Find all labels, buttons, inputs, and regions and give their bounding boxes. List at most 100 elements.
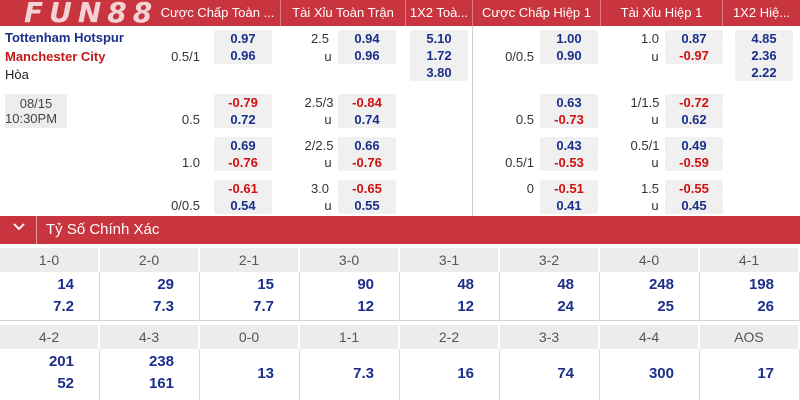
score-odds-away[interactable]: 25: [657, 298, 674, 315]
odds-cell[interactable]: 0.72: [214, 111, 272, 128]
handicap-line: 0.5/1: [505, 155, 534, 170]
odds-cell[interactable]: 0.62: [665, 111, 723, 128]
home-team: Tottenham Hotspur: [5, 30, 124, 45]
odds-cell[interactable]: -0.79: [214, 94, 272, 111]
draw-label: Hòa: [5, 67, 29, 82]
odds-cell[interactable]: -0.76: [214, 154, 272, 171]
odds-cell[interactable]: 2.22: [735, 64, 793, 81]
score-odds[interactable]: 74: [557, 365, 574, 382]
odds-cell[interactable]: -0.65: [338, 180, 396, 197]
score-odds-away[interactable]: 24: [557, 298, 574, 315]
score-odds-home[interactable]: 198: [748, 276, 774, 293]
score-label: 3-3: [500, 325, 600, 349]
score-column: [300, 349, 400, 400]
brand-logo: FUN88: [24, 0, 159, 26]
odds-cell[interactable]: 1.72: [410, 47, 468, 64]
score-label: 2-1: [200, 248, 300, 272]
odds-cell[interactable]: 0.55: [338, 197, 396, 214]
handicap-line: 0.5: [515, 112, 534, 127]
col-ft-over-under[interactable]: Tài Xỉu Toàn Trận: [280, 0, 405, 26]
odds-cell[interactable]: 3.80: [410, 64, 468, 81]
odds-cell[interactable]: 0.97: [214, 30, 272, 47]
score-odds[interactable]: 17: [757, 365, 774, 382]
score-column: [100, 349, 200, 400]
score-odds-away[interactable]: 161: [148, 375, 174, 392]
under-label: u: [651, 49, 659, 64]
score-row-1: 1-0 14 7.2 2-0 29 7.3 2-1 15 7.7 3-0 90 12 3-1 48 12 3-…: [0, 248, 800, 320]
odds-cell[interactable]: 0.96: [338, 47, 396, 64]
score-odds[interactable]: 7.3: [353, 365, 374, 382]
score-odds[interactable]: 13: [257, 365, 274, 382]
odds-cell[interactable]: -0.84: [338, 94, 396, 111]
odds-cell[interactable]: -0.72: [665, 94, 723, 111]
odds-cell[interactable]: 0.41: [540, 197, 598, 214]
odds-cell[interactable]: 0.43: [540, 137, 598, 154]
odds-cell[interactable]: 0.45: [665, 197, 723, 214]
chevron-down-icon[interactable]: [12, 220, 26, 234]
score-odds-away[interactable]: 12: [457, 298, 474, 315]
score-odds-home[interactable]: 248: [648, 276, 674, 293]
col-ft-1x2[interactable]: 1X2 Toà...: [405, 0, 472, 26]
score-odds-home[interactable]: 90: [357, 276, 374, 293]
score-odds-home[interactable]: 238: [148, 353, 174, 370]
score-odds-away[interactable]: 7.3: [153, 298, 174, 315]
odds-cell[interactable]: 0.69: [214, 137, 272, 154]
score-column: [200, 272, 300, 320]
score-odds-away[interactable]: 7.7: [253, 298, 274, 315]
match-time: 10:30PM: [5, 111, 58, 126]
odds-cell[interactable]: 1.00: [540, 30, 598, 47]
total-line: 0.5/1: [630, 138, 660, 153]
score-odds-away[interactable]: 7.2: [53, 298, 74, 315]
score-odds[interactable]: 300: [648, 365, 674, 382]
odds-cell[interactable]: 0.74: [338, 111, 396, 128]
odds-cell[interactable]: -0.55: [665, 180, 723, 197]
header-separator: [36, 216, 37, 244]
score-column: [400, 272, 500, 320]
score-label: 4-0: [600, 248, 700, 272]
odds-cell[interactable]: 0.90: [540, 47, 598, 64]
score-odds-home[interactable]: 14: [57, 276, 74, 293]
odds-cell[interactable]: 5.10: [410, 30, 468, 47]
odds-cell[interactable]: -0.59: [665, 154, 723, 171]
odds-cell[interactable]: 0.54: [214, 197, 272, 214]
score-column: [200, 349, 300, 400]
score-odds-home[interactable]: 15: [257, 276, 274, 293]
under-label: u: [324, 112, 332, 127]
score-label: 4-1: [700, 248, 800, 272]
handicap-line: 0: [526, 181, 534, 196]
score-odds-home[interactable]: 201: [48, 353, 74, 370]
total-line: 1/1.5: [630, 95, 660, 110]
exact-score-header[interactable]: Tỷ Số Chính Xác: [0, 216, 800, 244]
odds-cell[interactable]: 0.94: [338, 30, 396, 47]
score-column: [600, 272, 700, 320]
odds-cell[interactable]: -0.76: [338, 154, 396, 171]
odds-cell[interactable]: -0.53: [540, 154, 598, 171]
odds-cell[interactable]: 0.96: [214, 47, 272, 64]
under-label: u: [324, 49, 332, 64]
score-odds[interactable]: 16: [457, 365, 474, 382]
odds-cell[interactable]: 0.87: [665, 30, 723, 47]
odds-cell[interactable]: 0.66: [338, 137, 396, 154]
total-line: 3.0: [310, 181, 330, 196]
col-h1-over-under[interactable]: Tài Xỉu Hiệp 1: [600, 0, 722, 26]
score-odds-home[interactable]: 29: [157, 276, 174, 293]
odds-cell[interactable]: 4.85: [735, 30, 793, 47]
col-h1-handicap[interactable]: Cược Chấp Hiệp 1: [472, 0, 600, 26]
score-odds-away[interactable]: 12: [357, 298, 374, 315]
under-label: u: [651, 155, 659, 170]
odds-cell[interactable]: 0.49: [665, 137, 723, 154]
score-odds-away[interactable]: 26: [757, 298, 774, 315]
odds-cell[interactable]: 0.63: [540, 94, 598, 111]
odds-cell[interactable]: -0.73: [540, 111, 598, 128]
odds-cell[interactable]: 2.36: [735, 47, 793, 64]
col-h1-1x2[interactable]: 1X2 Hiệ...: [722, 0, 800, 26]
odds-cell[interactable]: -0.51: [540, 180, 598, 197]
under-label: u: [651, 198, 659, 213]
score-odds-home[interactable]: 48: [457, 276, 474, 293]
col-ft-handicap[interactable]: Cược Chấp Toàn ...: [160, 5, 275, 20]
odds-cell[interactable]: -0.97: [665, 47, 723, 64]
total-line: 1.0: [640, 31, 660, 46]
score-odds-home[interactable]: 48: [557, 276, 574, 293]
score-odds-away[interactable]: 52: [57, 375, 74, 392]
odds-cell[interactable]: -0.61: [214, 180, 272, 197]
